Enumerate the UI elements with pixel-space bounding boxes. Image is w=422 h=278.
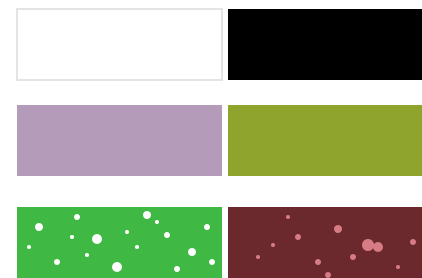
spot — [334, 225, 342, 233]
spot — [410, 239, 416, 245]
spot — [125, 230, 129, 234]
swatch-fill — [228, 207, 422, 278]
swatch — [228, 207, 422, 278]
spot — [188, 248, 196, 256]
page: (() => { const data = JSON.parse(documen… — [0, 0, 422, 278]
spot — [70, 235, 74, 239]
spot — [54, 259, 60, 265]
spot — [174, 266, 180, 272]
spot — [92, 234, 102, 244]
swatch-fill — [228, 105, 422, 176]
spot — [396, 265, 400, 269]
spot — [164, 232, 170, 238]
spot — [112, 262, 122, 272]
swatch — [228, 9, 422, 80]
swatch — [228, 105, 422, 176]
spot — [74, 214, 80, 220]
spot — [286, 215, 290, 219]
swatch-fill — [228, 9, 422, 80]
spot — [35, 223, 43, 231]
spot — [143, 211, 151, 219]
spot — [85, 253, 89, 257]
spot — [155, 220, 159, 224]
spot — [271, 243, 275, 247]
spot — [256, 255, 260, 259]
swatch — [17, 9, 222, 80]
swatch-grid — [0, 0, 422, 278]
spot — [295, 234, 301, 240]
spot — [362, 239, 374, 251]
spot — [27, 245, 31, 249]
spot — [315, 259, 321, 265]
spot — [350, 254, 356, 260]
spot — [209, 259, 215, 265]
spot — [135, 245, 139, 249]
swatch-fill — [17, 105, 222, 176]
swatch-fill — [17, 9, 222, 80]
spot — [373, 242, 383, 252]
spot — [204, 224, 210, 230]
swatch — [17, 207, 222, 278]
spot — [325, 272, 331, 278]
swatch — [17, 105, 222, 176]
